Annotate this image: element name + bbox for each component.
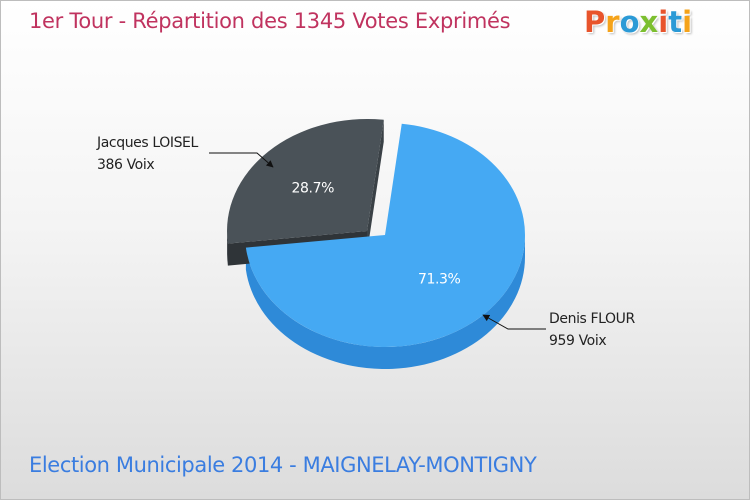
pie-slice xyxy=(227,119,384,244)
candidate-votes-label: 959 Voix xyxy=(549,333,606,349)
logo-letter: i xyxy=(658,5,669,39)
candidate-name-label: Denis FLOUR xyxy=(549,311,636,327)
callout-line xyxy=(209,152,274,168)
logo-letter: o xyxy=(619,5,640,39)
proxiti-logo: Proxiti xyxy=(584,5,692,39)
logo-letter: r xyxy=(605,5,620,39)
logo-letter: i xyxy=(682,5,693,39)
pie-slice-cut-face xyxy=(367,119,384,253)
candidate-votes-label: 386 Voix xyxy=(97,157,154,173)
slice-percent-label: 28.7% xyxy=(292,180,335,196)
callout-line xyxy=(482,314,546,330)
logo-letter: P xyxy=(584,5,606,39)
election-subtitle: Election Municipale 2014 - MAIGNELAY-MON… xyxy=(29,453,537,477)
slice-percent-label: 71.3% xyxy=(418,272,461,288)
candidate-name-label: Jacques LOISEL xyxy=(96,135,199,151)
pie-slice-side xyxy=(227,231,228,266)
pie-slice xyxy=(245,123,526,347)
logo-letter: t xyxy=(668,5,683,39)
chart-title: 1er Tour - Répartition des 1345 Votes Ex… xyxy=(29,9,511,33)
logo-letter: x xyxy=(639,5,659,39)
pie-slice-side xyxy=(245,235,526,370)
